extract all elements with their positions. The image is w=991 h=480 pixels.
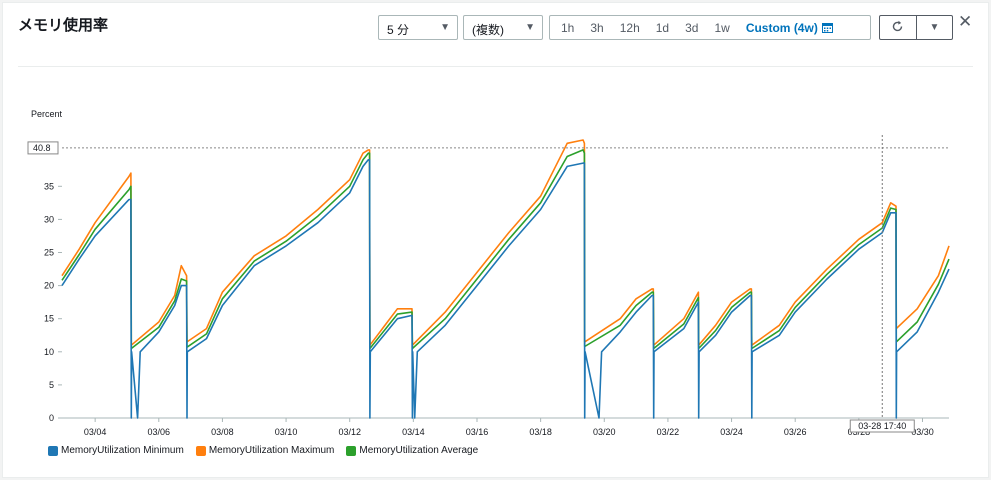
refresh-options-button[interactable]: ▼ <box>915 16 952 39</box>
y-tick-label: 25 <box>44 248 54 258</box>
close-icon[interactable]: ✕ <box>958 12 973 31</box>
crosshair-group: 03-28 17:40 <box>849 135 915 433</box>
y-tick-label: 10 <box>44 347 54 357</box>
statistic-select[interactable]: (複数) ▼ <box>463 15 543 40</box>
refresh-icon <box>891 20 904 36</box>
time-range-1h[interactable]: 1h <box>561 20 575 35</box>
legend-item-average[interactable]: MemoryUtilization Average <box>346 445 478 456</box>
legend-label: MemoryUtilization Average <box>359 445 479 456</box>
x-tick-label: 03/04 <box>84 427 107 437</box>
time-range-1w[interactable]: 1w <box>714 20 730 35</box>
time-range-selector: 1h 3h 12h 1d 3d 1w Custom (4w) <box>549 15 871 40</box>
period-select[interactable]: 5 分 ▼ <box>378 15 458 40</box>
legend-item-maximum[interactable]: MemoryUtilization Maximum <box>195 445 335 456</box>
legend-label: MemoryUtilization Maximum <box>208 445 335 456</box>
x-tick-label: 03/10 <box>275 427 298 437</box>
x-tick-label: 03/24 <box>720 427 743 437</box>
x-tick-label: 03/06 <box>148 427 171 437</box>
legend-swatch <box>195 445 206 456</box>
legend-label: MemoryUtilization Minimum <box>61 445 184 456</box>
legend-item-minimum[interactable]: MemoryUtilization Minimum <box>48 445 184 456</box>
x-tick-label: 03/08 <box>211 427 234 437</box>
refresh-button[interactable] <box>880 16 916 39</box>
period-select-value: 5 分 <box>387 23 410 37</box>
x-tick-label: 03/16 <box>466 427 489 437</box>
chart-legend: MemoryUtilization Minimum MemoryUtilizat… <box>48 445 478 456</box>
statistic-select-value: (複数) <box>472 23 504 37</box>
time-range-3h[interactable]: 3h <box>590 20 604 35</box>
caret-down-icon: ▼ <box>440 22 450 33</box>
header-divider <box>18 66 973 67</box>
legend-swatch <box>48 445 58 456</box>
y-axis-label: Percent <box>31 109 63 119</box>
legend-swatch <box>346 445 357 456</box>
series-group <box>61 139 950 419</box>
x-axis: 03/04 03/06 03/08 03/10 03/12 03/14 03/16 03/18… <box>84 418 934 437</box>
crosshair-label-box <box>849 419 915 433</box>
caret-down-icon: ▼ <box>525 22 535 33</box>
y-tick-label: 35 <box>44 181 54 191</box>
widget-title: メモリ使用率 <box>18 17 109 34</box>
y-tick-label: 30 <box>44 214 54 224</box>
threshold-label-box <box>27 141 59 155</box>
x-tick-label: 03/20 <box>593 427 616 437</box>
time-range-custom-label: Custom (4w) <box>745 20 818 35</box>
x-tick-label: 03/26 <box>784 427 807 437</box>
time-range-1d[interactable]: 1d <box>655 20 670 35</box>
x-tick-label: 03/30 <box>911 427 934 437</box>
refresh-button-group: ▼ <box>879 15 953 40</box>
time-range-12h[interactable]: 12h <box>619 20 640 35</box>
series-line-minimum <box>61 159 950 419</box>
calendar-icon <box>822 21 834 35</box>
x-tick-label: 03/12 <box>338 427 361 437</box>
y-tick-label: 5 <box>49 380 54 390</box>
time-range-3d[interactable]: 3d <box>685 20 699 35</box>
caret-down-icon: ▼ <box>929 22 940 33</box>
x-tick-label: 03/14 <box>402 427 425 437</box>
threshold-line-group: 40.8 <box>27 141 949 155</box>
x-tick-label: 03/22 <box>657 427 680 437</box>
y-axis: 0 5 10 15 20 25 30 35 <box>44 181 949 423</box>
time-range-custom[interactable]: Custom (4w) <box>738 21 841 35</box>
crosshair-label: 03-28 17:40 <box>858 421 906 431</box>
x-tick-label: 03/18 <box>529 427 552 437</box>
y-tick-label: 20 <box>44 281 54 291</box>
y-tick-label: 15 <box>44 314 54 324</box>
y-tick-label: 0 <box>49 413 54 423</box>
threshold-label: 40.8 <box>33 143 51 153</box>
